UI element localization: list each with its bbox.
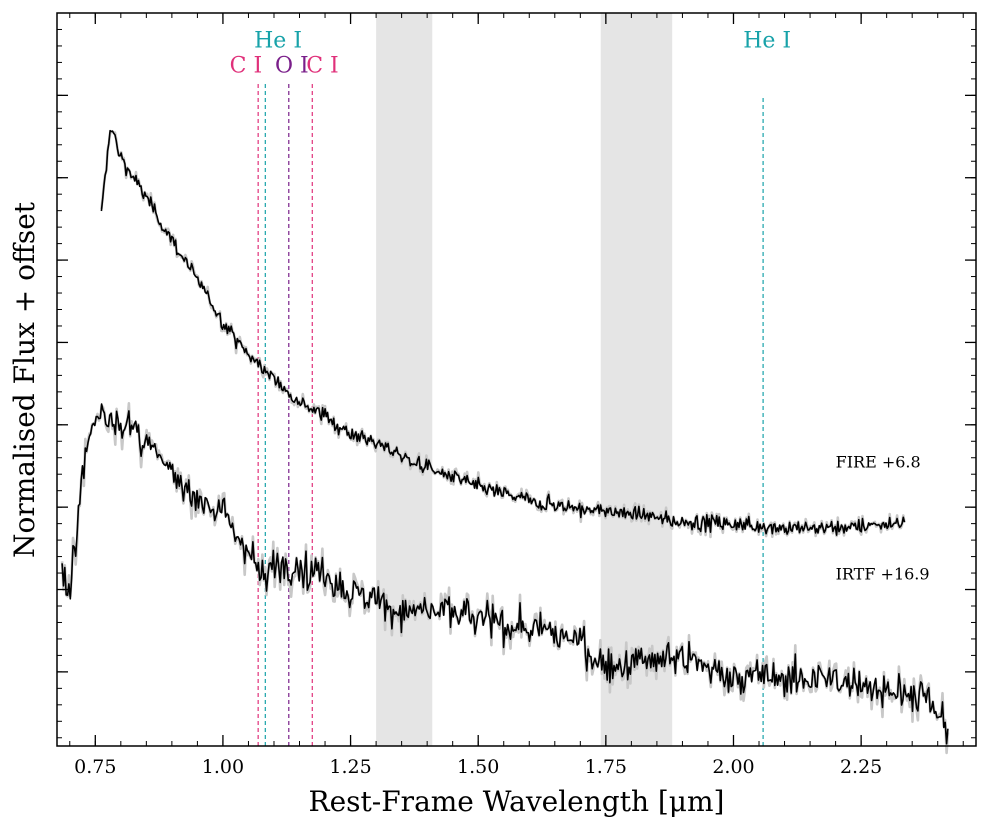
line-label-5: He I	[743, 29, 791, 54]
x-tick-label: 1.50	[457, 756, 499, 778]
spectrum-label-fire: FIRE +6.8	[836, 453, 921, 472]
shaded-region-telluric-2	[600, 13, 673, 746]
spectrum-labels: FIRE +6.8 IRTF +16.9	[836, 453, 930, 584]
line-label-3: O I	[275, 53, 309, 78]
plot-frame	[56, 12, 977, 747]
x-tick-label: 1.25	[329, 756, 371, 778]
spectrum-line-irtf	[61, 403, 949, 745]
shaded-region-telluric-1	[376, 13, 433, 746]
line-label-4: C I	[306, 53, 339, 78]
axis-ticks: 0.75 1.00 1.25 1.50 1.75 2.00 2.25	[57, 12, 976, 778]
x-tick-label: 2.00	[712, 756, 754, 778]
spectra	[60, 129, 950, 755]
telluric-regions	[376, 13, 673, 746]
line-label-2: He I	[254, 29, 302, 54]
x-tick-label: 1.75	[585, 756, 627, 778]
line-labels: C IHe IO IC IHe I	[230, 29, 791, 79]
x-tick-label: 2.25	[840, 756, 882, 778]
line-label-1: C I	[230, 53, 263, 78]
spectrum-line-fire	[100, 129, 906, 536]
y-axis-label: Normalised Flux + offset	[8, 201, 41, 558]
x-tick-label: 0.75	[74, 756, 116, 778]
spectrum-label-irtf: IRTF +16.9	[836, 565, 930, 584]
x-axis-label: Rest-Frame Wavelength [μm]	[309, 785, 725, 818]
x-tick-label: 1.00	[202, 756, 244, 778]
